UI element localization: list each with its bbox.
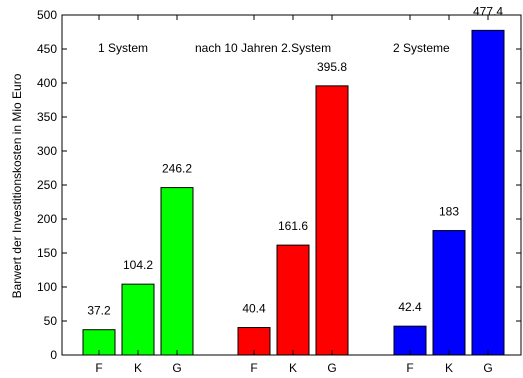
bar-2-G bbox=[471, 29, 505, 356]
x-tick-label-8: G bbox=[483, 361, 492, 375]
y-tick-label-6: 300 bbox=[37, 144, 57, 158]
data-label-2-K: 183 bbox=[439, 205, 459, 219]
group-label-1: nach 10 Jahren 2.System bbox=[195, 41, 331, 55]
data-label-0-K: 104.2 bbox=[123, 258, 153, 272]
x-tick-label-0: F bbox=[95, 361, 102, 375]
data-label-1-K: 161.6 bbox=[278, 219, 308, 233]
bar-0-K bbox=[121, 283, 155, 356]
y-tick-label-10: 500 bbox=[37, 8, 57, 22]
data-label-0-F: 37.2 bbox=[87, 304, 111, 318]
x-tick-label-1: K bbox=[134, 361, 142, 375]
group-label-0: 1 System bbox=[98, 41, 148, 55]
x-tick-label-6: F bbox=[406, 361, 413, 375]
data-label-1-G: 395.8 bbox=[317, 60, 347, 74]
bar-1-G bbox=[315, 85, 349, 356]
y-tick-label-9: 450 bbox=[37, 42, 57, 56]
data-label-1-F: 40.4 bbox=[242, 302, 266, 316]
y-tick-label-8: 400 bbox=[37, 76, 57, 90]
x-tick-label-4: K bbox=[289, 361, 297, 375]
data-label-0-G: 246.2 bbox=[162, 162, 192, 176]
y-tick-label-3: 150 bbox=[37, 246, 57, 260]
y-tick-label-2: 100 bbox=[37, 280, 57, 294]
x-tick-label-3: F bbox=[250, 361, 257, 375]
y-tick-label-1: 50 bbox=[44, 314, 58, 328]
data-label-2-F: 42.4 bbox=[398, 300, 422, 314]
bar-2-K bbox=[432, 230, 466, 356]
x-tick-label-2: G bbox=[172, 361, 181, 375]
y-tick-label-5: 250 bbox=[37, 178, 57, 192]
bar-0-G bbox=[160, 187, 194, 356]
group-label-2: 2 Systeme bbox=[393, 41, 450, 55]
y-tick-label-4: 200 bbox=[37, 212, 57, 226]
y-axis-label: Barwert der Investitionskosten in Mio Eu… bbox=[10, 73, 24, 298]
y-tick-label-0: 0 bbox=[50, 348, 57, 362]
plot-area: 0 50 100 150 200 250 300 350 400 450 500 1 System 37… bbox=[37, 4, 522, 375]
x-tick-label-5: G bbox=[327, 361, 336, 375]
data-label-2-G: 477.4 bbox=[473, 4, 503, 18]
x-tick-label-7: K bbox=[445, 361, 453, 375]
y-tick-label-7: 350 bbox=[37, 110, 57, 124]
bar-1-K bbox=[276, 244, 310, 356]
